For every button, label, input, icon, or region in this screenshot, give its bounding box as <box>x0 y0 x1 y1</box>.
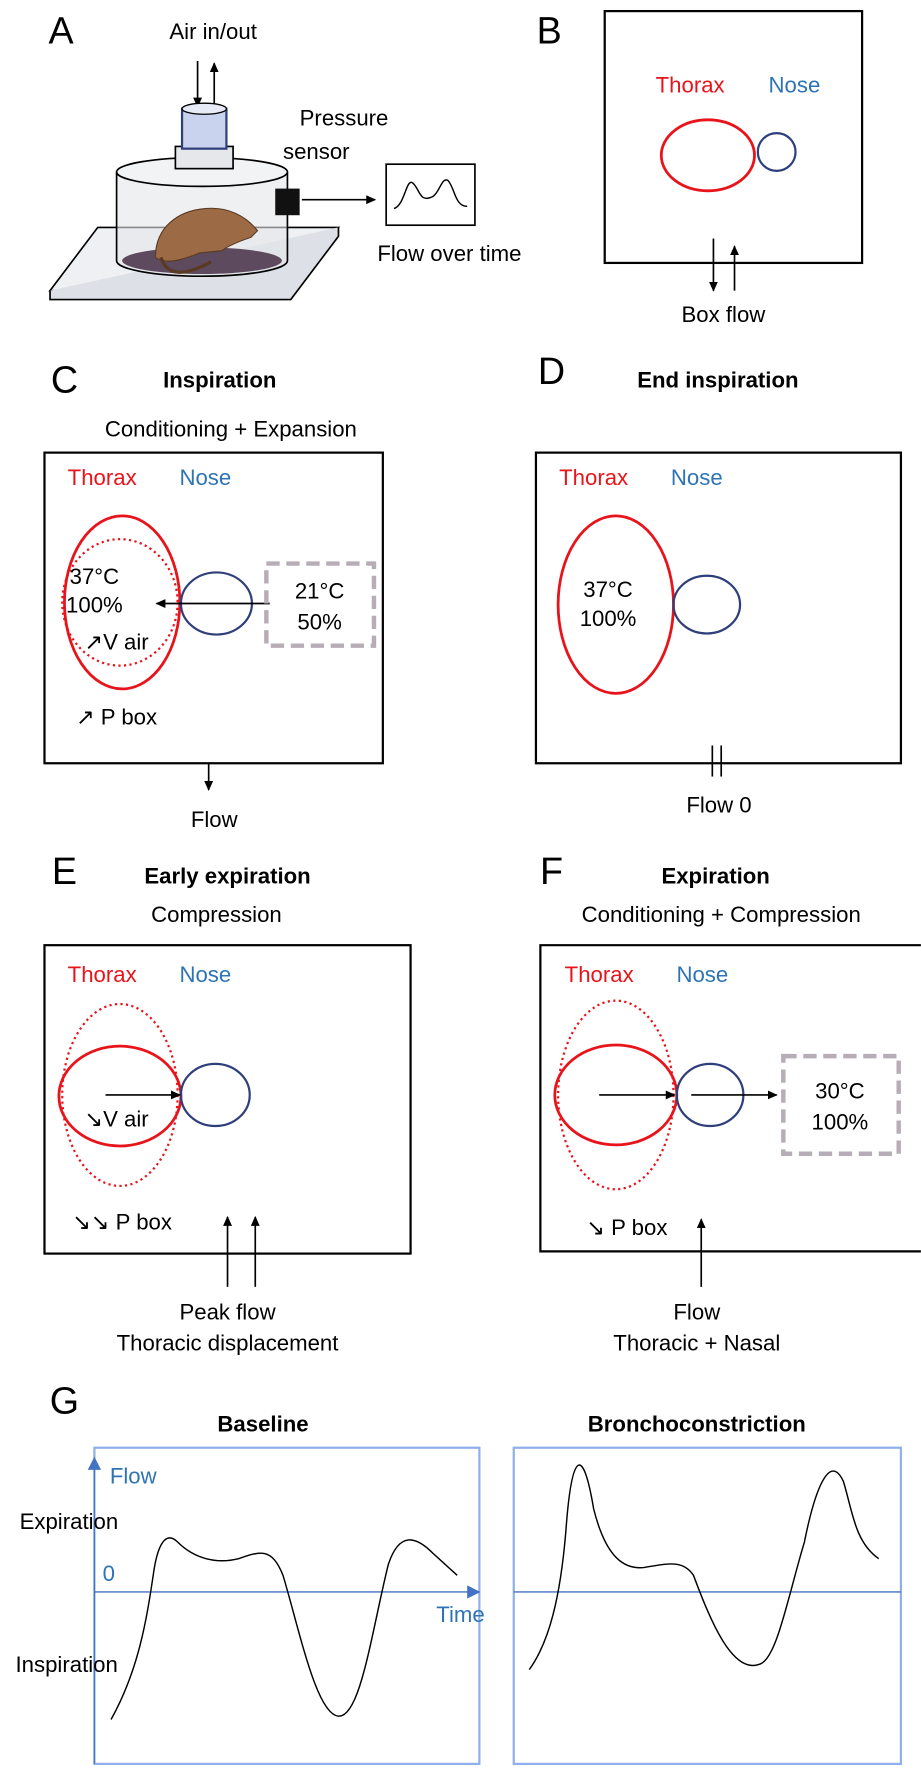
label: Inspiration <box>16 1652 118 1677</box>
panel-letter: D <box>538 350 565 392</box>
screen <box>386 164 475 225</box>
panel-letter: F <box>540 850 563 892</box>
plot-frame <box>94 1448 479 1764</box>
panel-title: Bronchoconstriction <box>588 1411 806 1436</box>
panel-title: Early expiration <box>144 863 310 888</box>
panel-title: Baseline <box>217 1411 308 1436</box>
label: sensor <box>283 139 350 164</box>
nose <box>674 576 741 634</box>
inlet-top <box>182 103 226 114</box>
label: 30°C <box>815 1079 865 1104</box>
label: Thoracic + Nasal <box>613 1330 780 1355</box>
ambient-box <box>783 1056 898 1154</box>
panel-a: A Air in/out Pressure sensor Flow over t… <box>49 9 522 299</box>
panel-letter: E <box>52 850 77 892</box>
pressure-sensor <box>275 189 299 216</box>
label: ↘V air <box>85 1106 150 1131</box>
panel-subtitle: Conditioning + Expansion <box>105 416 357 441</box>
panel-letter: B <box>537 9 562 51</box>
label: Flow 0 <box>686 792 751 817</box>
panel-title: Expiration <box>661 863 769 888</box>
thorax-label: Thorax <box>559 465 628 490</box>
label: 21°C <box>295 578 345 603</box>
label: Flow over time <box>377 241 521 266</box>
label: Thoracic displacement <box>117 1330 339 1355</box>
panel-d: D End inspiration Thorax Nose 37°C 100% … <box>536 350 901 818</box>
baseline-trace <box>111 1538 457 1720</box>
axis-label: Time <box>436 1602 484 1627</box>
panel-title: Inspiration <box>163 367 276 392</box>
panel-g: G Baseline Bronchoconstriction Flow Time… <box>16 1379 901 1764</box>
nose-label: Nose <box>179 962 231 987</box>
label: 100% <box>812 1110 869 1135</box>
label: Expiration <box>20 1509 119 1534</box>
label: Pressure <box>300 106 389 131</box>
label: Air in/out <box>169 19 257 44</box>
panel-subtitle: Compression <box>151 902 282 927</box>
thorax-label: Thorax <box>656 72 725 97</box>
panel-letter: C <box>51 359 78 401</box>
label: ↘ P box <box>586 1215 667 1240</box>
label: ↗V air <box>85 629 150 654</box>
axis-label: Flow <box>110 1464 158 1489</box>
label: 100% <box>66 593 123 618</box>
thorax <box>558 516 673 694</box>
label: 37°C <box>583 577 633 602</box>
nose-label: Nose <box>676 962 728 987</box>
panel-b: B Thorax Nose Box flow <box>537 9 862 327</box>
panel-letter: G <box>50 1379 79 1421</box>
panel-letter: A <box>49 9 75 51</box>
thorax-label: Thorax <box>68 962 137 987</box>
bronchoconstriction-trace <box>529 1465 878 1670</box>
nose-label: Nose <box>769 72 821 97</box>
panel-f: F Expiration Conditioning + Compression … <box>540 850 921 1355</box>
label: ↗ P box <box>76 705 157 730</box>
box <box>605 11 862 263</box>
label: Flow <box>191 807 239 832</box>
panel-e: E Early expiration Compression Thorax No… <box>44 850 410 1355</box>
diagram: A Air in/out Pressure sensor Flow over t… <box>0 0 921 1775</box>
label: 37°C <box>70 564 120 589</box>
nose-label: Nose <box>671 465 723 490</box>
nose <box>181 1064 250 1126</box>
panel-subtitle: Conditioning + Compression <box>582 902 861 927</box>
thorax-label: Thorax <box>565 962 634 987</box>
panel-title: End inspiration <box>637 367 798 392</box>
label: Box flow <box>682 302 767 327</box>
label: Flow <box>673 1299 721 1324</box>
label: Peak flow <box>179 1299 276 1324</box>
page: {"panel_a": {"letter": "A", "air": "Air … <box>0 0 921 1775</box>
nose <box>758 133 796 171</box>
zero-label: 0 <box>103 1561 115 1586</box>
label: ↘↘ P box <box>72 1210 172 1235</box>
box <box>44 945 410 1253</box>
plot-frame <box>514 1448 901 1764</box>
label: 100% <box>580 606 637 631</box>
label: 50% <box>297 609 341 634</box>
nose-label: Nose <box>179 465 231 490</box>
thorax <box>661 120 754 191</box>
panel-c: C Inspiration Conditioning + Expansion T… <box>44 359 382 832</box>
thorax-label: Thorax <box>68 465 137 490</box>
